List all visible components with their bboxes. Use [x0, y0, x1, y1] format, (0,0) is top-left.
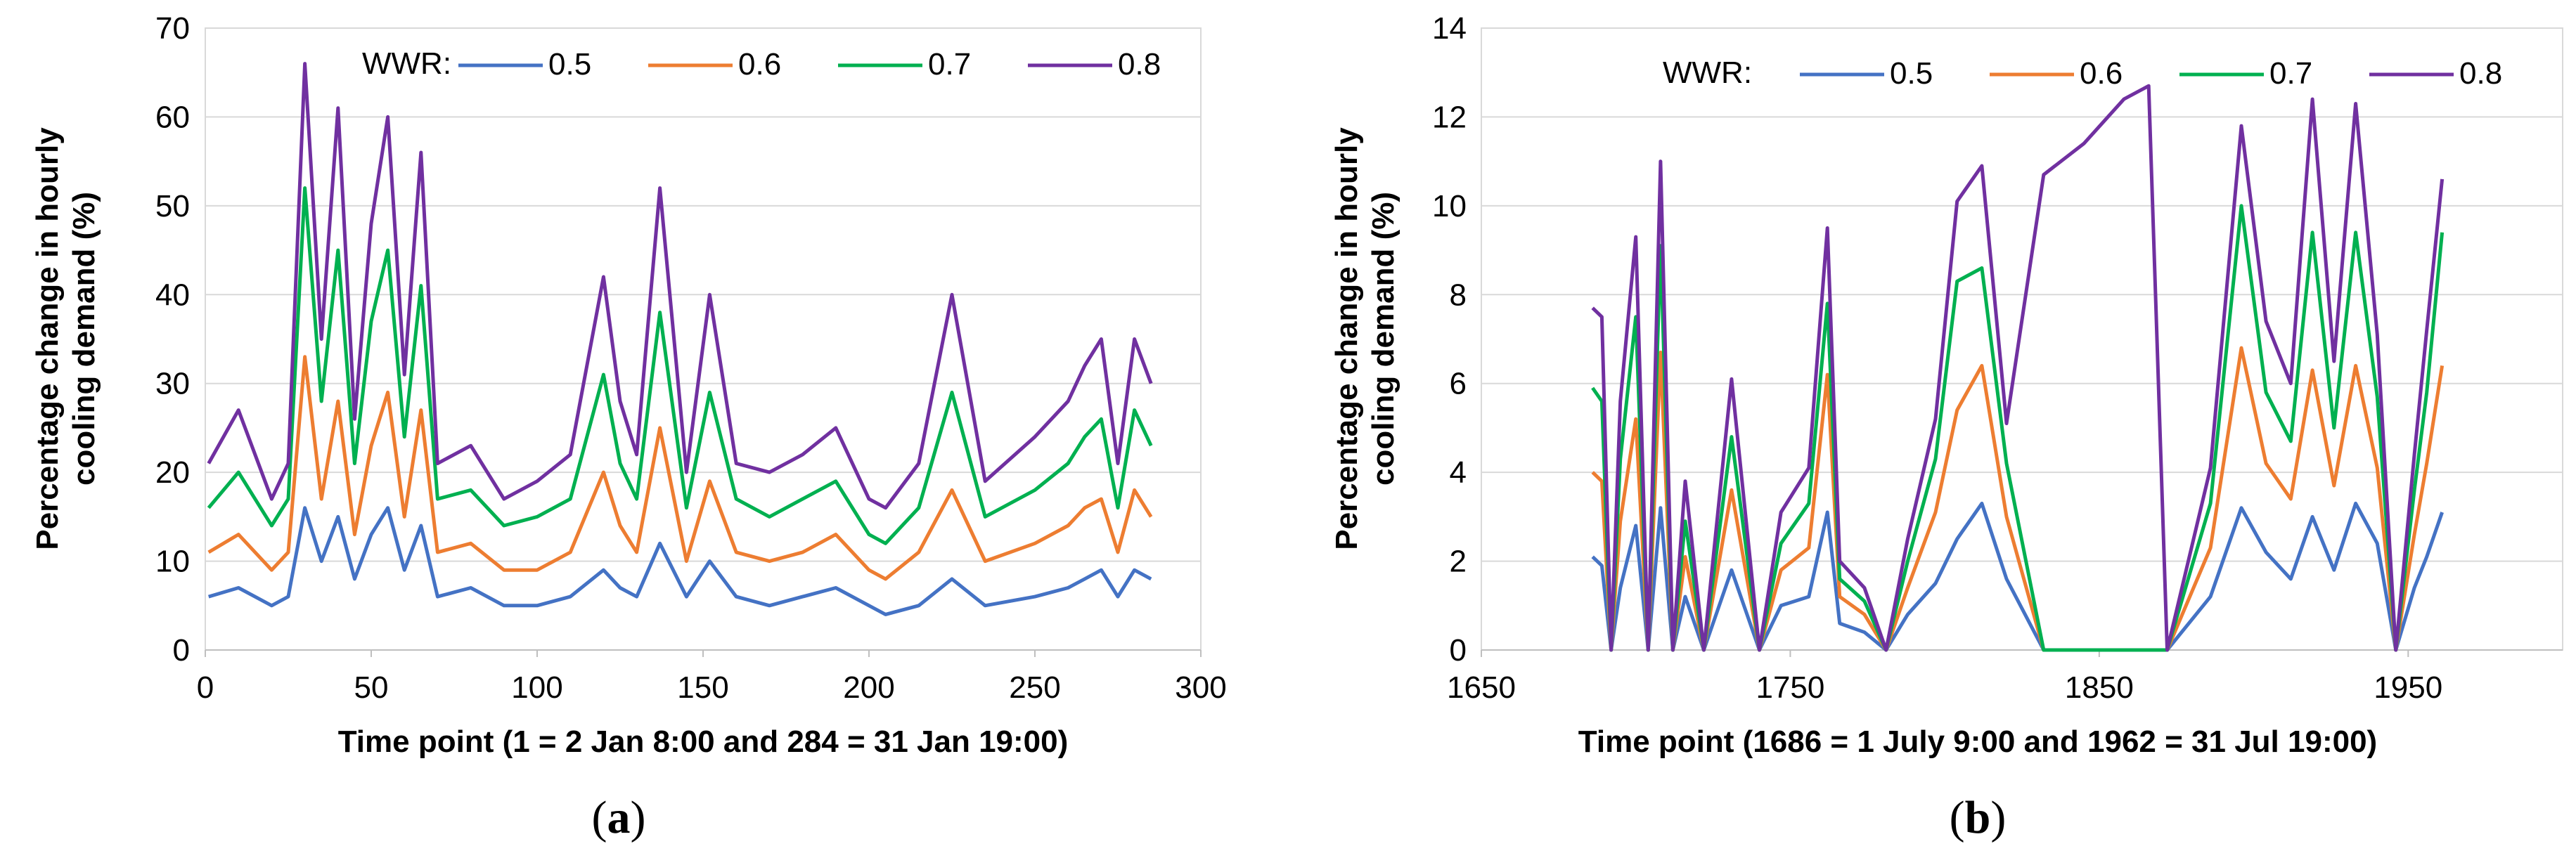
chart-a-series [207, 62, 1153, 616]
chart-a-ytick-label: 20 [155, 455, 190, 490]
chart-b-xtick-label: 1850 [2065, 670, 2134, 705]
chart-a-series-0.8 [207, 62, 1153, 510]
chart-b-legend-label-0.5: 0.5 [1890, 56, 1933, 91]
chart-a-legend-label-0.7: 0.7 [928, 47, 971, 82]
chart-b-xtick-label: 1650 [1447, 670, 1516, 705]
chart-a-panel-label: (a) [592, 792, 646, 843]
chart-a-xtick-label: 300 [1175, 670, 1226, 705]
chart-b-series [1591, 84, 2445, 652]
chart-b-ytick-label: 8 [1450, 278, 1467, 312]
chart-b-ylabel-line2: cooling demand (%) [1366, 192, 1400, 486]
chart-a-ylabel-line2: cooling demand (%) [67, 192, 101, 486]
chart-a-legend-label-0.6: 0.6 [738, 47, 781, 82]
chart-a-ytick-label: 30 [155, 367, 190, 401]
chart-b-series-0.5 [1591, 501, 2444, 652]
chart-a-series-0.5 [207, 506, 1152, 616]
chart-b-axes: 0 2 4 6 8 10 12 14 1650 1750 1850 1950 [1432, 11, 2563, 705]
chart-a-legend-label-0.8: 0.8 [1118, 47, 1161, 82]
chart-a-series-0.6 [207, 355, 1153, 581]
chart-a-panel-letter: a [607, 792, 631, 843]
chart-a-xtick-label: 150 [677, 670, 728, 705]
chart-b-ytick-label: 0 [1450, 633, 1467, 668]
chart-b-series-0.8 [1591, 84, 2445, 652]
chart-a-xtick-label: 250 [1009, 670, 1060, 705]
chart-a-series-0.7 [207, 186, 1153, 545]
chart-b-legend-label-0.7: 0.7 [2269, 56, 2312, 91]
chart-b-ylabel-line1: Percentage change in hourly [1329, 127, 1364, 550]
chart-a-xlabel: Time point (1 = 2 Jan 8:00 and 284 = 31 … [338, 724, 1069, 759]
chart-b-legend-label-0.6: 0.6 [2080, 56, 2123, 91]
chart-a-gridlines [205, 27, 1201, 562]
chart-b-ytick-label: 4 [1450, 455, 1467, 490]
chart-b-legend-title: WWR: [1663, 56, 1752, 90]
chart-b-ytick-label: 12 [1432, 100, 1467, 134]
chart-a-xtick-label: 0 [197, 670, 214, 705]
chart-a-ytick-label: 40 [155, 278, 190, 312]
chart-a-axes: 0 10 20 30 40 50 60 70 0 50 100 150 200 250 300 [155, 11, 1227, 705]
chart-b-xtick-label: 1950 [2374, 670, 2442, 705]
chart-b-panel-letter: b [1965, 792, 1991, 843]
chart-a-ytick-label: 10 [155, 545, 190, 579]
chart-b-xtick-label: 1750 [1756, 670, 1824, 705]
chart-b-ytick-label: 14 [1432, 11, 1467, 46]
chart-a-ylabel-line1: Percentage change in hourly [30, 127, 65, 550]
chart-a-legend: WWR: 0.5 0.6 0.7 0.8 [362, 46, 1161, 82]
chart-a-legend-title: WWR: [362, 46, 451, 81]
chart-b-panel-label: (b) [1950, 792, 2007, 843]
chart-b-ytick-label: 10 [1432, 189, 1467, 223]
chart-a-legend-label-0.5: 0.5 [548, 47, 591, 82]
chart-a-ytick-label: 0 [173, 633, 190, 668]
chart-b-xlabel: Time point (1686 = 1 July 9:00 and 1962 … [1578, 724, 2377, 759]
chart-a-xtick-label: 100 [511, 670, 562, 705]
chart-a-xtick-label: 50 [354, 670, 389, 705]
chart-a: 0 10 20 30 40 50 60 70 0 50 100 150 200 250 300 WWR: 0… [30, 11, 1227, 843]
chart-a-ytick-label: 60 [155, 100, 190, 134]
chart-b-ytick-label: 6 [1450, 367, 1467, 401]
chart-b-legend: WWR: 0.5 0.6 0.7 0.8 [1663, 56, 2502, 91]
chart-b-legend-label-0.8: 0.8 [2459, 56, 2502, 91]
chart-b-ytick-label: 2 [1450, 545, 1467, 579]
chart-a-xtick-label: 200 [843, 670, 894, 705]
chart-a-ytick-label: 70 [155, 11, 190, 46]
chart-a-ytick-label: 50 [155, 189, 190, 223]
